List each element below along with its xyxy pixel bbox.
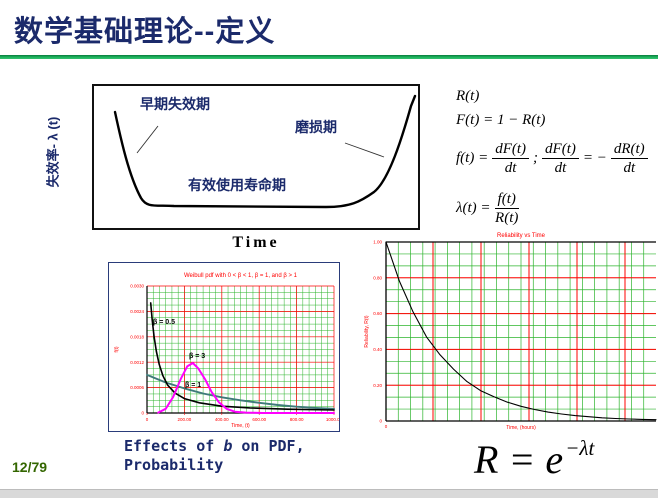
formula-rt: R(t) (456, 88, 480, 104)
caption-line-1: Effects of b on PDF, (124, 437, 305, 455)
svg-text:0.0006: 0.0006 (130, 385, 144, 390)
svg-text:0.0012: 0.0012 (130, 360, 144, 365)
svg-text:Time, (hours): Time, (hours) (506, 425, 536, 431)
label-early-failure-period: 早期失效期 (140, 96, 210, 112)
caption-line-2: Probability (124, 456, 224, 474)
caption: Effects of b on PDF, Probability (124, 437, 305, 475)
svg-text:Reliability vs Time: Reliability vs Time (497, 233, 546, 239)
svg-text:1000.00: 1000.00 (326, 417, 339, 422)
bathtub-curve (113, 94, 417, 209)
svg-text:0: 0 (141, 411, 144, 416)
title-underline (0, 55, 658, 59)
label-wear-out-period: 磨损期 (295, 119, 337, 135)
reliability-chart: 1.00 0.80 0.60 0.40 0.20 0 0 Reliability vs Tim… (358, 230, 658, 436)
footer-bar (0, 489, 658, 498)
svg-text:800.00: 800.00 (290, 417, 304, 422)
svg-text:Weibull pdf with 0 < β < 1, β: Weibull pdf with 0 < β < 1, β = 1, and β… (184, 273, 298, 279)
reliability-chart-canvas: 1.00 0.80 0.60 0.40 0.20 00 Reliability vs Tim… (364, 233, 657, 431)
label-useful-life-period: 有效使用寿命期 (188, 177, 286, 193)
svg-text:0.0030: 0.0030 (130, 284, 144, 289)
svg-text:β = 3: β = 3 (189, 353, 205, 360)
svg-text:f(t): f(t) (114, 346, 120, 352)
bathtub-x-axis-label: Time (232, 234, 280, 251)
weibull-pdf-chart: 0 200.00 400.00 600.00 800.00 1000.00 0.0030 0.… (108, 262, 343, 432)
svg-text:0.60: 0.60 (373, 311, 382, 316)
formula-ft: F(t) = 1 − R(t) (456, 112, 546, 128)
formula-pdf: f(t) = dF(t) dt ; dF(t) dt = − dR(t) dt (456, 140, 648, 177)
leader-line-wear (344, 142, 385, 158)
svg-text:1.00: 1.00 (373, 240, 382, 245)
weibull-pdf-chart-canvas: 0 200.00 400.00 600.00 800.00 1000.00 0.0030 0.… (114, 273, 343, 429)
svg-text:0: 0 (379, 419, 382, 424)
formula-lambda: λ(t) = f(t) R(t) (456, 191, 519, 226)
svg-text:400.00: 400.00 (215, 417, 229, 422)
svg-text:0.20: 0.20 (373, 383, 382, 388)
bathtub-y-axis-label: 失效率- λ (t) (45, 116, 61, 188)
bathtub-diagram: 早期失效期 磨损期 有效使用寿命期 (92, 84, 420, 230)
svg-text:β = 1: β = 1 (185, 382, 201, 389)
formula-reliability-exponential: R = e−λt (474, 435, 595, 482)
page-title: 数学基础理论--定义 (14, 16, 276, 48)
svg-text:0.0024: 0.0024 (130, 309, 144, 314)
svg-text:600.00: 600.00 (252, 417, 266, 422)
svg-text:β = 0.5: β = 0.5 (153, 319, 175, 326)
svg-text:0.40: 0.40 (373, 347, 382, 352)
svg-text:0: 0 (385, 424, 388, 429)
svg-text:200.00: 200.00 (178, 417, 192, 422)
page-number: 12/79 (12, 459, 48, 475)
svg-text:0.80: 0.80 (373, 275, 382, 280)
leader-line-early (136, 125, 159, 154)
svg-text:0: 0 (146, 417, 149, 422)
svg-text:Time, (t): Time, (t) (231, 423, 250, 429)
svg-text:Reliability, R(t): Reliability, R(t) (364, 315, 370, 347)
svg-text:0.0018: 0.0018 (130, 334, 144, 339)
